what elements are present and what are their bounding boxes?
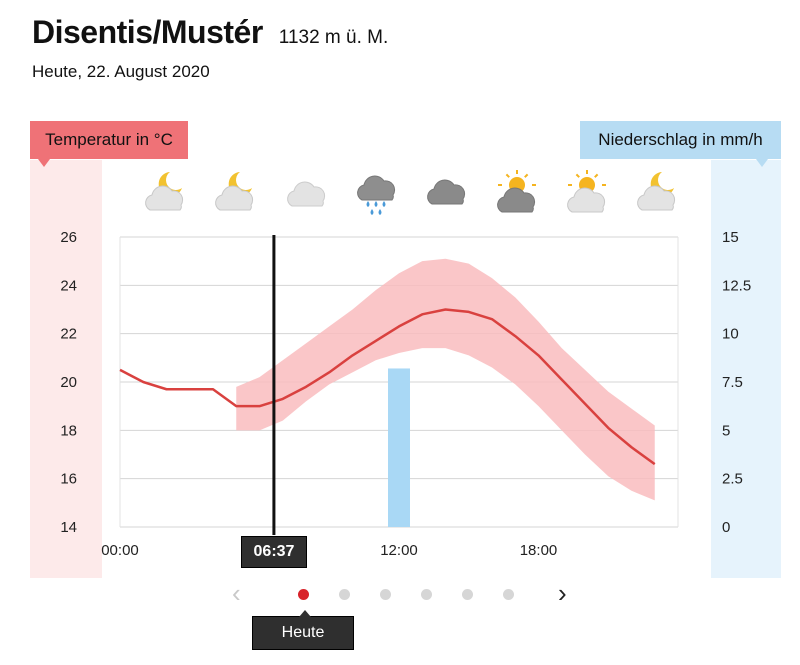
left-axis-tick-label: 24 [60,277,77,294]
temperature-axis-label: Temperatur in °C [30,121,188,167]
left-axis-tick-label: 22 [60,326,77,343]
moon-cloud-icon [637,172,676,211]
temperature-range-band [236,258,655,501]
right-axis-tick-label: 2.5 [722,471,743,488]
right-axis-tick-label: 10 [722,326,739,343]
right-axis-tick-label: 7.5 [722,374,743,391]
x-axis-tick-label: 12:00 [380,542,418,559]
station-name: Disentis/Mustér [32,14,263,50]
left-axis-tick-label: 20 [60,374,77,391]
temperature-line [119,308,656,466]
title-row: Disentis/Mustér 1132 m ü. M. [32,14,388,51]
sun-dark-cloud-icon [497,170,536,213]
station-elevation: 1132 m ü. M. [278,27,389,48]
dark-cloud-icon [427,179,466,205]
right-axis-tick-label: 15 [722,229,739,246]
left-axis-tick-label: 14 [60,519,77,536]
rain-cloud-icon [357,175,396,215]
pager-dot[interactable] [380,589,391,600]
weather-chart: 26 24 22 20 18 16 14 15 12.5 10 7.5 5 2.5 0 00:00 12:00… [60,229,751,559]
left-axis-tick-label: 18 [60,422,77,439]
pager-dot[interactable] [462,589,473,600]
precipitation-bar [388,368,410,527]
temperature-axis-band [30,160,102,578]
sun-cloud-icon [567,170,606,213]
pager-dot[interactable] [421,589,432,600]
x-axis-tick-label: 00:00 [101,542,139,559]
pager-dot[interactable] [339,589,350,600]
left-axis-tick-label: 16 [60,471,77,488]
day-label-badge: Heute [252,610,354,650]
pager-dot[interactable] [298,589,309,600]
precipitation-axis-label: Niederschlag in mm/h [580,121,781,167]
right-axis-tick-label: 5 [722,422,730,439]
weather-icon-row [0,168,800,218]
x-axis-tick-label: 18:00 [520,542,558,559]
previous-day-chevron-icon[interactable]: ‹ [232,578,241,608]
left-axis-tick-label: 26 [60,229,77,246]
next-day-chevron-icon[interactable]: › [558,578,567,608]
right-axis-tick-label: 0 [722,519,730,536]
pager-dot[interactable] [503,589,514,600]
precipitation-axis-band [711,160,781,578]
day-pager: ‹ › [228,580,588,608]
current-time-badge: 06:37 [241,536,307,568]
right-axis-tick-label: 12.5 [722,277,751,294]
cloud-icon [287,181,326,207]
forecast-date: Heute, 22. August 2020 [32,62,210,81]
moon-cloud-icon [215,172,254,211]
moon-cloud-icon [145,172,184,211]
